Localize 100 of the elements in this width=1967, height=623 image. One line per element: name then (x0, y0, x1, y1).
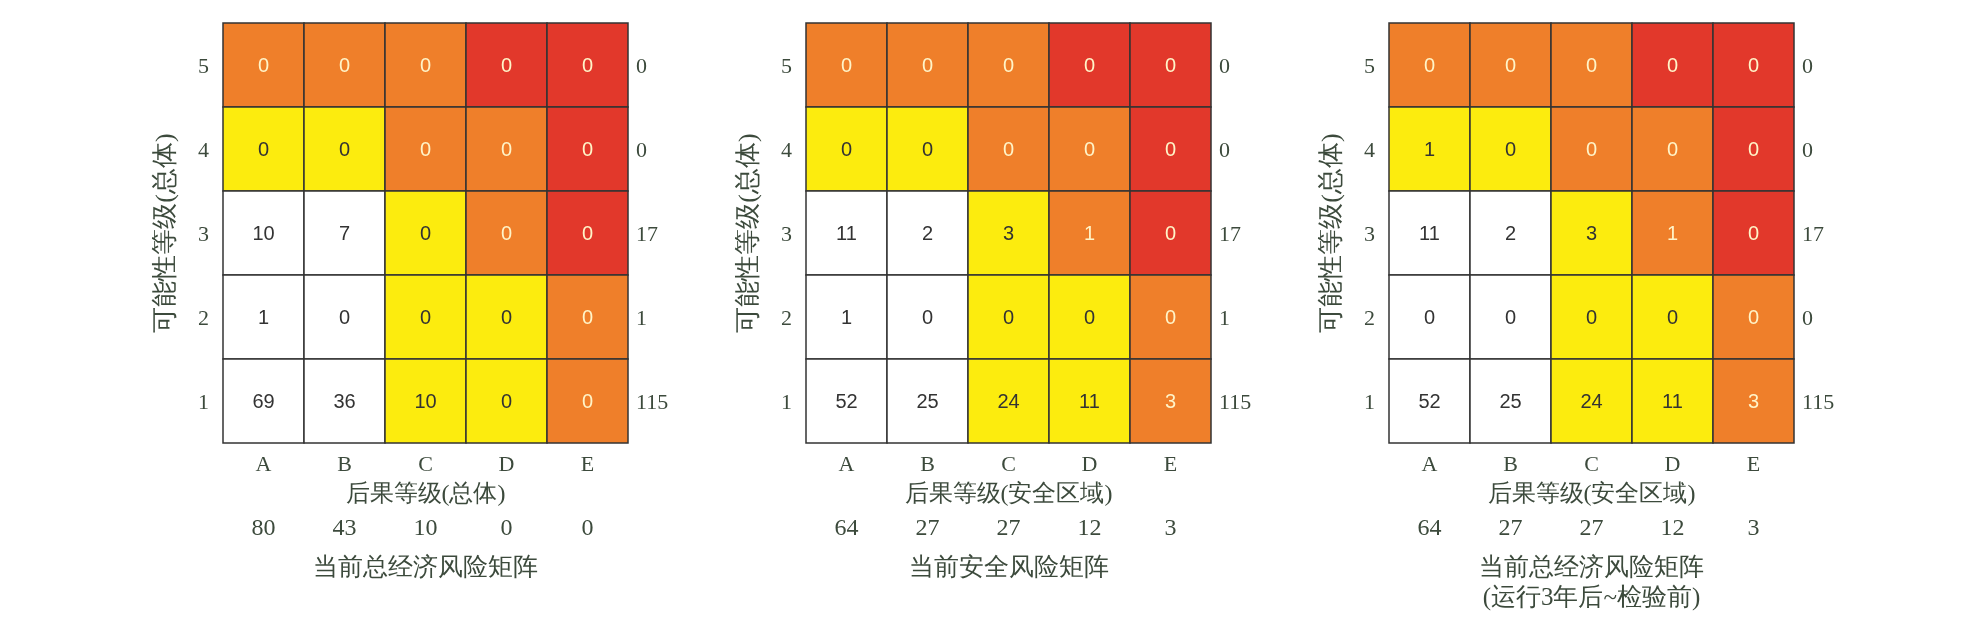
data-label: 0 (338, 54, 351, 76)
data-label: 2 (1504, 222, 1517, 244)
y2-tick-label: 115 (636, 388, 669, 414)
data-label: 11 (1419, 222, 1440, 244)
x-axis-title: 后果等级(总体) (345, 480, 506, 506)
y2-tick-label: 0 (1219, 52, 1230, 78)
data-label: 3 (1164, 390, 1177, 412)
y-tick-label: 1 (198, 388, 209, 414)
data-label: 0 (500, 222, 513, 244)
x-tick-label: C (1001, 451, 1016, 476)
data-label: 0 (1504, 306, 1517, 328)
data-label: 0 (1585, 306, 1598, 328)
data-label: 3 (1747, 390, 1760, 412)
x-tick-label: D (1081, 451, 1098, 476)
data-label: 10 (414, 390, 437, 412)
text: 27 (996, 514, 1021, 540)
text: (运行3年后~检验前) (1482, 583, 1701, 611)
y-tick-label: 2 (781, 304, 792, 330)
text: 80 (251, 514, 276, 540)
x-axis-title: 后果等级(安全区域) (1487, 480, 1696, 506)
y2-tick-label: 0 (1802, 136, 1813, 162)
text: 0 (500, 514, 513, 540)
y-tick-label: 3 (781, 220, 792, 246)
data-label: 52 (835, 390, 858, 412)
text: 27 (1498, 514, 1523, 540)
data-label: 52 (1418, 390, 1441, 412)
data-label: 1 (840, 306, 853, 328)
data-label: 25 (916, 390, 939, 412)
y2-tick-label: 115 (1802, 388, 1835, 414)
x-axis-title: 后果等级(安全区域) (904, 480, 1113, 506)
data-label: 0 (1083, 306, 1096, 328)
text: 12 (1077, 514, 1102, 540)
data-label: 0 (338, 138, 351, 160)
y-tick-label: 5 (198, 52, 209, 78)
data-label: 0 (419, 306, 432, 328)
y-tick-label: 2 (198, 304, 209, 330)
data-label: 0 (1666, 138, 1679, 160)
data-label: 0 (1002, 54, 1015, 76)
y2-tick-label: 0 (1802, 304, 1813, 330)
text: 10 (413, 514, 438, 540)
y-tick-label: 5 (1364, 52, 1375, 78)
data-label: 1 (1666, 222, 1679, 244)
data-label: 3 (1002, 222, 1015, 244)
data-label: 0 (581, 138, 594, 160)
data-label: 0 (1585, 54, 1598, 76)
data-label: 0 (1423, 54, 1436, 76)
x-tick-label: C (418, 451, 433, 476)
x-tick-label: C (1584, 451, 1599, 476)
y2-tick-label: 17 (1219, 220, 1241, 246)
y2-tick-label: 17 (1802, 220, 1824, 246)
data-label: 0 (500, 138, 513, 160)
data-label: 11 (1662, 390, 1683, 412)
x-tick-label: B (920, 451, 935, 476)
data-label: 69 (252, 390, 275, 412)
text: 0 (581, 514, 594, 540)
data-label: 0 (257, 54, 270, 76)
text: 当前总经济风险矩阵 (313, 553, 538, 580)
data-label: 36 (333, 390, 356, 412)
data-label: 0 (1747, 138, 1760, 160)
text: 3 (1164, 514, 1177, 540)
text: 当前总经济风险矩阵 (1479, 553, 1704, 580)
data-label: 10 (252, 222, 275, 244)
data-label: 0 (921, 54, 934, 76)
data-label: 0 (1747, 306, 1760, 328)
data-label: 0 (581, 390, 594, 412)
data-label: 0 (840, 54, 853, 76)
data-label: 24 (1580, 390, 1603, 412)
y-tick-label: 3 (198, 220, 209, 246)
data-label: 0 (1002, 306, 1015, 328)
data-label: 11 (1079, 390, 1100, 412)
text: 64 (1417, 514, 1442, 540)
data-label: 0 (1164, 138, 1177, 160)
y-axis-title: 可能性等级(总体) (150, 133, 179, 333)
data-label: 0 (921, 306, 934, 328)
data-label: 0 (581, 54, 594, 76)
y-tick-label: 2 (1364, 304, 1375, 330)
text: 12 (1660, 514, 1685, 540)
data-label: 0 (1504, 54, 1517, 76)
y2-tick-label: 1 (636, 304, 647, 330)
text: 43 (332, 514, 357, 540)
y-tick-label: 5 (781, 52, 792, 78)
x-tick-label: A (838, 451, 855, 476)
data-label: 0 (419, 222, 432, 244)
x-tick-label: E (1163, 451, 1178, 476)
y2-tick-label: 115 (1219, 388, 1252, 414)
x-tick-label: E (1746, 451, 1761, 476)
y-tick-label: 4 (198, 136, 209, 162)
data-label: 0 (1164, 306, 1177, 328)
text: 27 (1579, 514, 1604, 540)
data-label: 0 (581, 306, 594, 328)
y-axis-title: 可能性等级(总体) (1316, 133, 1345, 333)
data-label: 0 (1666, 54, 1679, 76)
x-tick-label: B (337, 451, 352, 476)
text: 3 (1747, 514, 1760, 540)
y-tick-label: 1 (781, 388, 792, 414)
data-label: 0 (1164, 54, 1177, 76)
data-label: 0 (500, 306, 513, 328)
data-label: 0 (1083, 138, 1096, 160)
y2-tick-label: 0 (636, 52, 647, 78)
y-tick-label: 4 (781, 136, 792, 162)
